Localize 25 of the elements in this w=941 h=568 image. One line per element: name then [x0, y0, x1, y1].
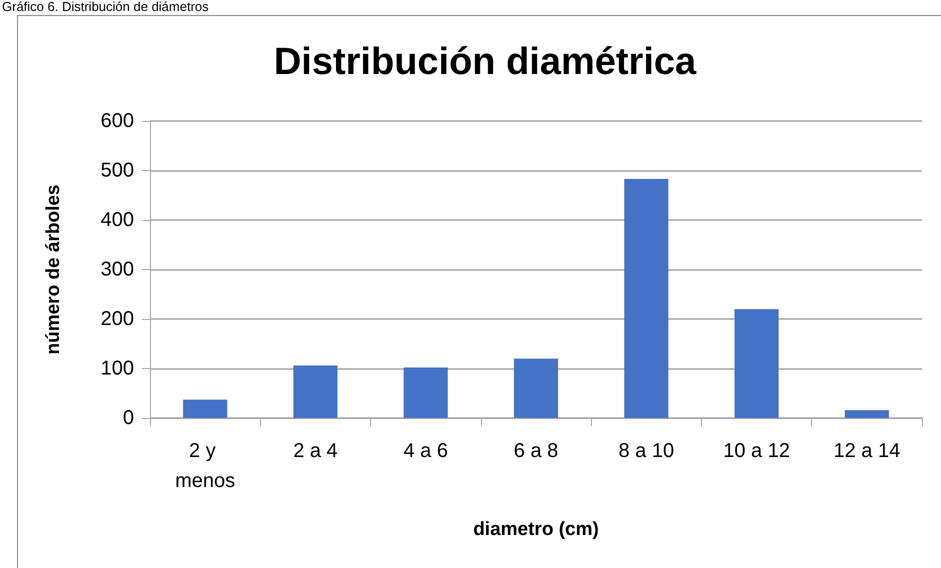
x-axis-title: diametro (cm) [473, 519, 599, 540]
chart-title: Distribución diamétrica [274, 41, 698, 83]
bar [293, 366, 338, 418]
x-tick-label: 2 y menos [175, 440, 236, 492]
y-tick-label: 400 [100, 209, 134, 231]
x-tick-label: 10 a 12 [723, 440, 790, 462]
x-tick-label: 6 a 8 [514, 440, 558, 462]
y-tick-label: 600 [100, 110, 134, 132]
y-tick-label: 100 [100, 358, 134, 380]
y-tick-label: 0 [122, 407, 134, 429]
bar [734, 309, 779, 418]
bar [404, 368, 448, 418]
y-tick-label: 500 [100, 160, 134, 182]
y-tick-label: 200 [100, 308, 134, 330]
y-axis-title: número de árboles [43, 184, 64, 354]
bar [844, 410, 889, 418]
bar [183, 400, 228, 418]
x-tick-label: 12 a 14 [833, 440, 900, 462]
x-tick-label: 2 a 4 [293, 440, 338, 462]
x-tick-label: 4 a 6 [403, 440, 448, 462]
x-tick-label: 8 a 10 [618, 440, 674, 462]
text: Gráfico 6. Distribución de diámetros [2, 0, 210, 14]
bar [624, 178, 668, 418]
bar [514, 358, 558, 418]
y-tick-label: 300 [100, 258, 134, 280]
